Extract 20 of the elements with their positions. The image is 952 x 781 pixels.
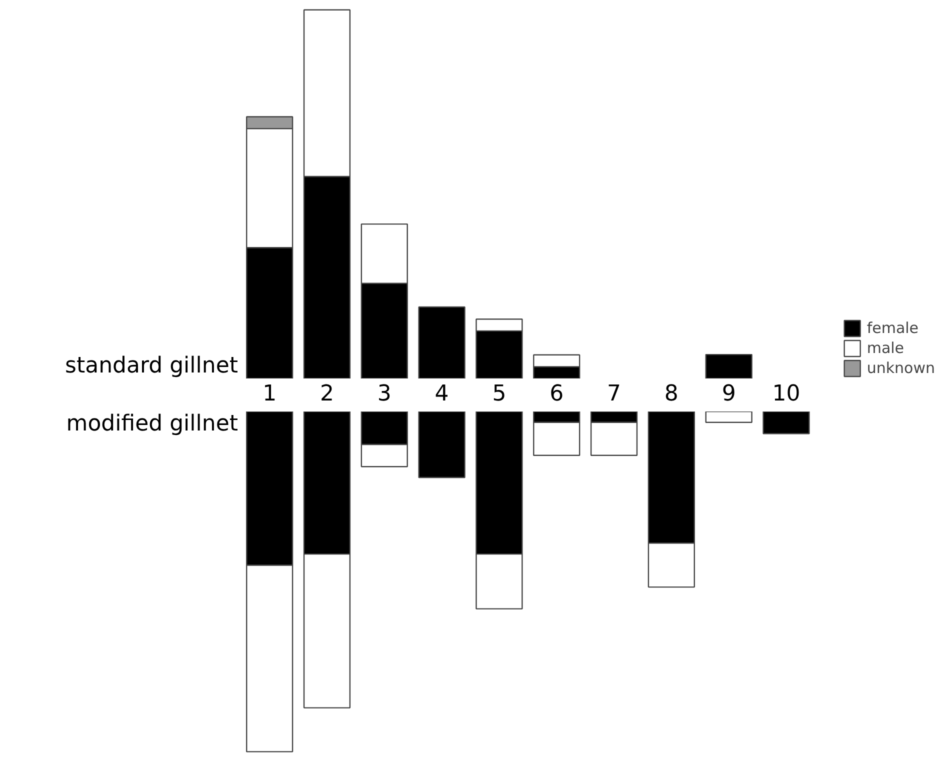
x-tick-label: 7 — [607, 382, 622, 406]
bar — [705, 354, 752, 378]
x-tick-label: 2 — [320, 382, 334, 406]
x-tick-label: 6 — [550, 382, 564, 406]
legend-label: female — [866, 319, 919, 337]
x-tick-label: 1 — [262, 382, 277, 406]
text: standard gillnet — [65, 354, 238, 378]
bar — [418, 306, 466, 378]
bar — [418, 412, 466, 478]
chart-title: modified gillnet — [66, 412, 238, 436]
legend-label: unknown — [866, 359, 935, 377]
x-tick-label: 8 — [664, 382, 678, 406]
x-tick-label: 5 — [492, 382, 506, 406]
x-tick-label: 10 — [772, 382, 800, 406]
x-tick-label: 4 — [434, 382, 449, 406]
x-tick-label: 9 — [722, 382, 736, 406]
x-tick-label: 3 — [377, 382, 392, 406]
bar — [762, 412, 810, 434]
bar — [705, 412, 752, 423]
legend-label: male — [866, 339, 904, 357]
